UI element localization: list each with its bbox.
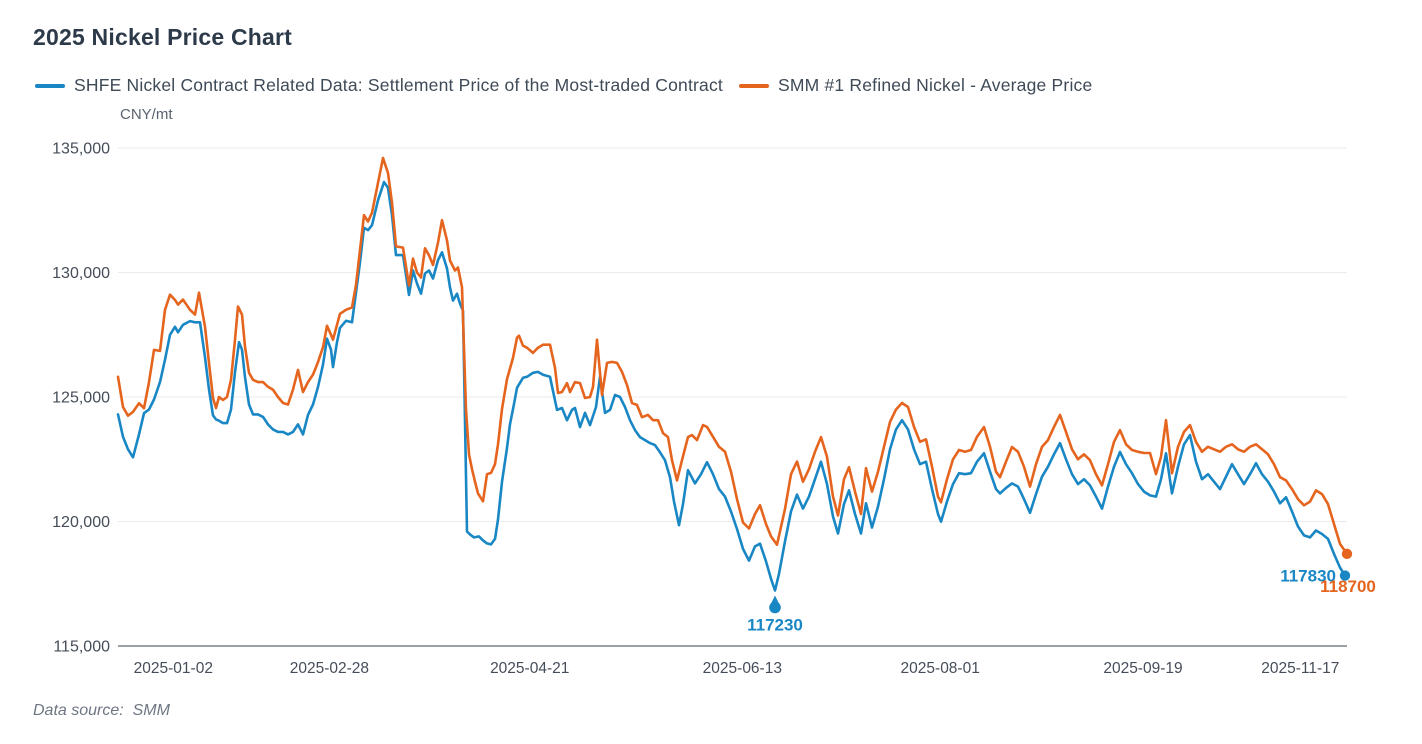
shfe-line-swatch-icon (35, 83, 65, 88)
legend-item-smm[interactable]: SMM #1 Refined Nickel - Average Price (738, 75, 1093, 96)
shfe-price-line[interactable] (116, 180, 1347, 592)
page-title: 2025 Nickel Price Chart (33, 24, 293, 50)
y-tick-label: 125,000 (52, 390, 110, 407)
x-tick-label: 2025-06-13 (703, 660, 782, 677)
smm-end-dot[interactable] (1341, 548, 1353, 560)
x-tick-label: 2025-02-28 (290, 660, 369, 677)
smm-end-value-label: 118700 (1320, 577, 1376, 596)
smm-price-line[interactable] (116, 156, 1349, 556)
legend-item-shfe[interactable]: SHFE Nickel Contract Related Data: Settl… (35, 75, 723, 96)
smm-line-swatch-icon (738, 83, 769, 88)
min-point-marker[interactable] (769, 601, 781, 614)
y-tick-label: 115,000 (53, 639, 110, 656)
y-tick-label: 120,000 (52, 514, 110, 531)
legend-label-smm: SMM #1 Refined Nickel - Average Price (777, 75, 1093, 95)
y-tick-label: 130,000 (52, 265, 110, 282)
y-axis-unit-label: CNY/mt (120, 106, 173, 123)
y-tick-label: 135,000 (52, 141, 110, 158)
x-tick-label: 2025-04-21 (490, 660, 569, 677)
x-tick-label: 2025-11-17 (1261, 660, 1339, 677)
shfe-end-value-label: 117830 (1280, 567, 1336, 586)
x-tick-label: 2025-01-02 (134, 660, 213, 677)
min-point-value-label: 117230 (747, 615, 803, 634)
data-source-label: Data source: SMM (33, 702, 170, 719)
shfe-end-dot[interactable] (1339, 570, 1351, 581)
legend-label-shfe: SHFE Nickel Contract Related Data: Settl… (74, 75, 723, 95)
x-tick-label: 2025-09-19 (1103, 660, 1182, 677)
x-tick-label: 2025-08-01 (901, 660, 980, 677)
legend: SHFE Nickel Contract Related Data: Settl… (35, 75, 1092, 96)
